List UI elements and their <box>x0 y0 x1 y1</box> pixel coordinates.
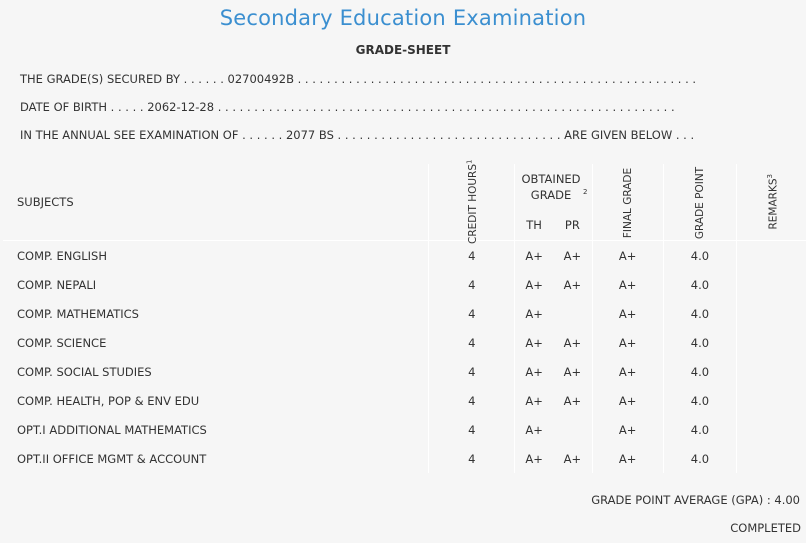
th-grade-cell: A+ <box>513 299 554 328</box>
header-credit-hours: CREDIT HOURS1 <box>428 160 515 244</box>
final-grade-cell: A+ <box>591 299 664 328</box>
table-row: COMP. HEALTH, POP & ENV EDU 4 A+ A+ A+ 4… <box>3 386 806 415</box>
th-grade-cell: A+ <box>513 328 554 357</box>
subject-cell: COMP. SOCIAL STUDIES <box>17 364 152 379</box>
credit-cell: 4 <box>428 444 515 473</box>
grade-table: SUBJECTS CREDIT HOURS1 OBTAINED GRADE 2 F… <box>3 160 806 473</box>
result-status: COMPLETED <box>730 521 801 535</box>
th-grade-cell: A+ <box>513 270 554 299</box>
table-row: COMP. SOCIAL STUDIES 4 A+ A+ A+ 4.0 <box>3 357 806 386</box>
remarks-cell <box>736 240 806 270</box>
pr-grade-cell: A+ <box>563 451 582 466</box>
grade-point-cell: 4.0 <box>662 299 737 328</box>
pr-grade-cell: A+ <box>563 277 582 292</box>
th-grade-cell: A+ <box>513 415 554 444</box>
credit-cell: 4 <box>428 240 515 270</box>
final-grade-cell: A+ <box>591 386 664 415</box>
remarks-cell <box>736 386 806 415</box>
grade-point-cell: 4.0 <box>662 328 737 357</box>
subject-cell: COMP. HEALTH, POP & ENV EDU <box>17 393 200 408</box>
remarks-cell <box>736 357 806 386</box>
th-grade-cell: A+ <box>513 444 554 473</box>
credit-cell: 4 <box>428 386 515 415</box>
final-grade-cell: A+ <box>591 444 664 473</box>
table-row: COMP. SCIENCE 4 A+ A+ A+ 4.0 <box>3 328 806 357</box>
pr-grade-cell <box>553 299 592 328</box>
grade-point-cell: 4.0 <box>662 270 737 299</box>
gpa-summary: GRADE POINT AVERAGE (GPA) : 4.00 <box>591 493 800 507</box>
header-final-grade: FINAL GRADE <box>591 164 664 241</box>
grade-point-cell: 4.0 <box>662 386 737 415</box>
dob-line: DATE OF BIRTH . . . . . 2062-12-28 . . .… <box>20 100 675 114</box>
header-pr: PR <box>553 210 593 241</box>
credit-cell: 4 <box>428 299 515 328</box>
final-grade-cell: A+ <box>591 357 664 386</box>
header-th: TH <box>513 210 554 241</box>
remarks-cell <box>736 328 806 357</box>
subject-cell: OPT.II OFFICE MGMT & ACCOUNT <box>17 451 207 466</box>
pr-grade-cell <box>553 415 592 444</box>
remarks-cell <box>736 415 806 444</box>
subject-cell: OPT.I ADDITIONAL MATHEMATICS <box>17 422 207 437</box>
table-row: OPT.I ADDITIONAL MATHEMATICS 4 A+ A+ 4.0 <box>3 415 806 444</box>
remarks-cell <box>736 299 806 328</box>
pr-grade-cell: A+ <box>563 248 582 263</box>
subject-cell: COMP. MATHEMATICS <box>17 306 139 321</box>
page-title: Secondary Education Examination <box>219 6 587 30</box>
grade-point-cell: 4.0 <box>662 415 737 444</box>
final-grade-cell: A+ <box>591 328 664 357</box>
header-subjects: SUBJECTS <box>3 164 429 241</box>
grade-point-cell: 4.0 <box>662 357 737 386</box>
table-row: OPT.II OFFICE MGMT & ACCOUNT 4 A+ A+ A+ … <box>3 444 806 473</box>
th-grade-cell: A+ <box>513 386 554 415</box>
th-grade-cell: A+ <box>513 357 554 386</box>
credit-cell: 4 <box>428 328 515 357</box>
header-obtained-grade: OBTAINED GRADE 2 <box>513 164 593 210</box>
table-row: COMP. NEPALI 4 A+ A+ A+ 4.0 <box>3 270 806 299</box>
exam-line: IN THE ANNUAL SEE EXAMINATION OF . . . .… <box>20 128 695 142</box>
header-remarks: REMARKS3 <box>736 164 806 241</box>
remarks-cell <box>736 444 806 473</box>
final-grade-cell: A+ <box>591 240 664 270</box>
credit-cell: 4 <box>428 357 515 386</box>
header-grade-point: GRADE POINT <box>662 164 737 241</box>
th-grade-cell: A+ <box>513 240 554 270</box>
pr-grade-cell: A+ <box>563 393 582 408</box>
credit-cell: 4 <box>428 415 515 444</box>
credit-cell: 4 <box>428 270 515 299</box>
student-id-line: THE GRADE(S) SECURED BY . . . . . . 0270… <box>20 72 697 86</box>
pr-grade-cell: A+ <box>563 335 582 350</box>
subject-cell: COMP. SCIENCE <box>17 335 107 350</box>
table-row: COMP. MATHEMATICS 4 A+ A+ 4.0 <box>3 299 806 328</box>
grade-point-cell: 4.0 <box>662 240 737 270</box>
final-grade-cell: A+ <box>591 415 664 444</box>
grade-point-cell: 4.0 <box>662 444 737 473</box>
pr-grade-cell: A+ <box>563 364 582 379</box>
remarks-cell <box>736 270 806 299</box>
page-subtitle: GRADE-SHEET <box>355 43 451 57</box>
final-grade-cell: A+ <box>591 270 664 299</box>
table-row: COMP. ENGLISH 4 A+ A+ A+ 4.0 <box>3 240 806 270</box>
subject-cell: COMP. ENGLISH <box>17 248 107 263</box>
subject-cell: COMP. NEPALI <box>17 277 97 292</box>
